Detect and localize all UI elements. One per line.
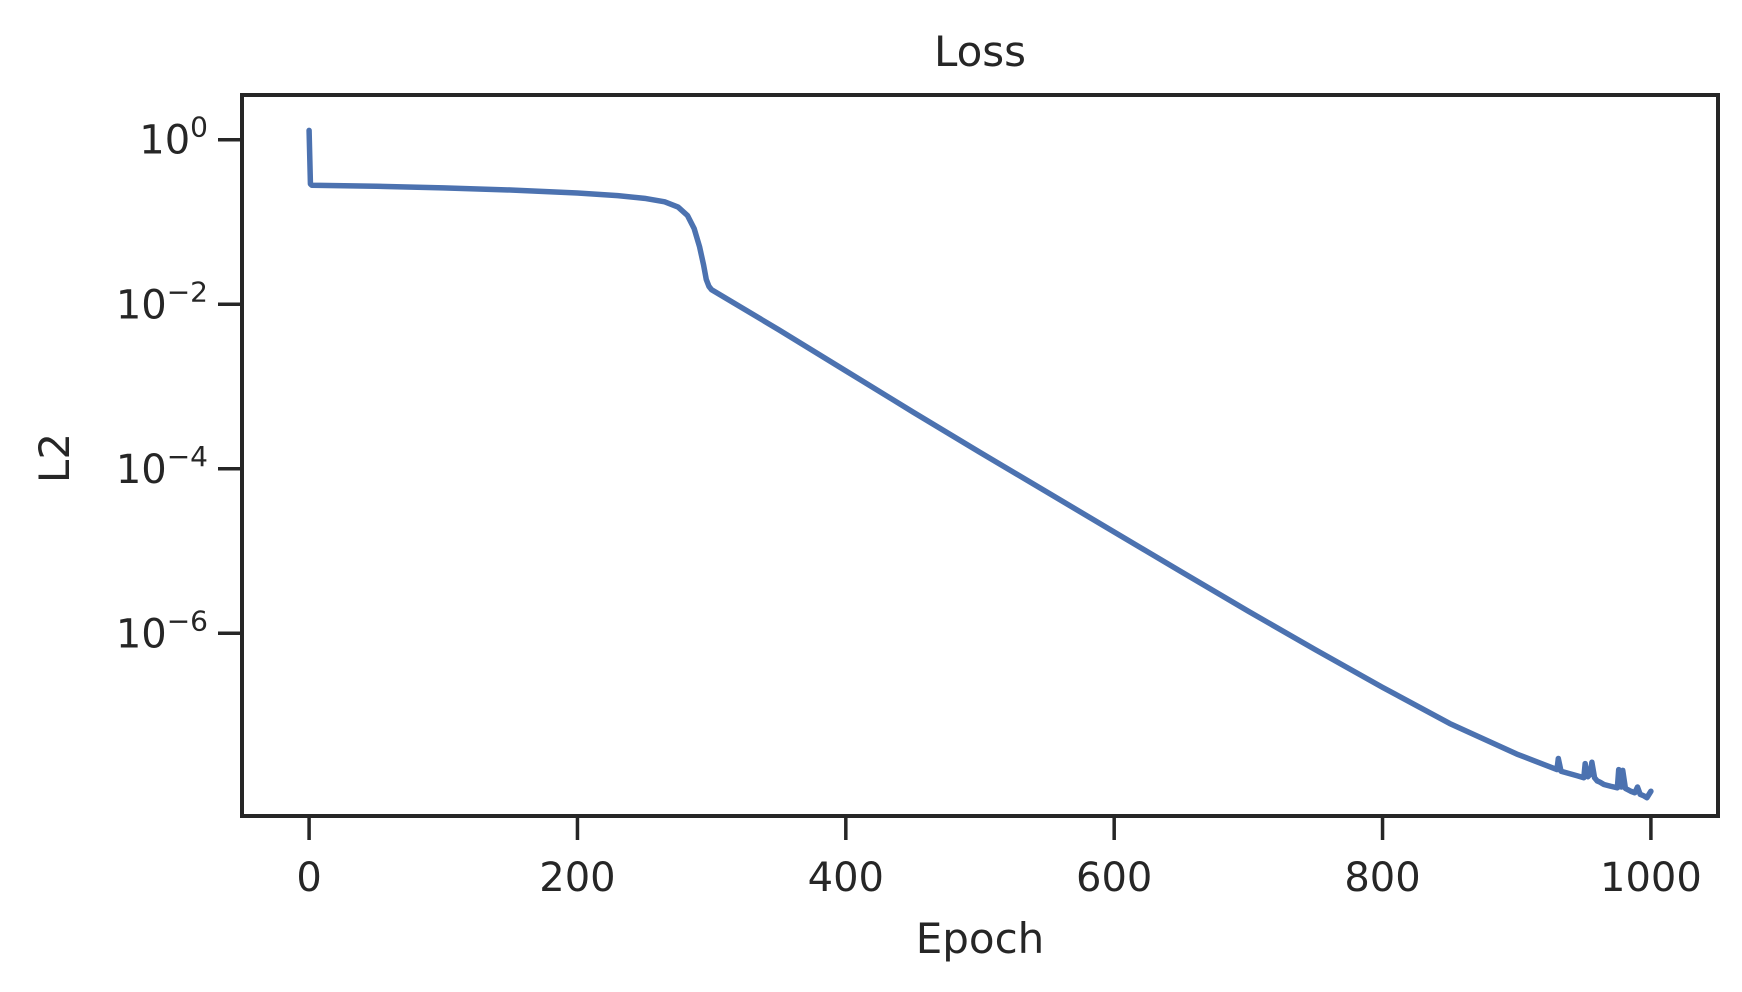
y-tick-label-exponent: −4 — [167, 440, 208, 473]
loss-series-line — [306, 127, 1654, 801]
y-tick-label-exponent: 0 — [190, 111, 208, 144]
x-tick-label: 0 — [296, 855, 321, 901]
x-tick-label: 600 — [1076, 855, 1152, 901]
y-tick-label-base: 10 — [139, 118, 190, 164]
y-tick-label-base: 10 — [116, 611, 167, 657]
x-axis-label: Epoch — [916, 914, 1045, 963]
y-tick-label: 10−2 — [116, 275, 208, 328]
x-tick-label: 800 — [1344, 855, 1420, 901]
y-tick-label-base: 10 — [116, 282, 167, 328]
plot-frame — [240, 93, 1720, 818]
x-tick-label: 1000 — [1600, 855, 1702, 901]
y-tick-label: 100 — [139, 111, 208, 164]
x-tick-label: 200 — [539, 855, 615, 901]
y-tick-label-base: 10 — [116, 447, 167, 493]
x-ticks: 0 200 400 600 800 1000 — [296, 816, 1702, 901]
y-axis-label: L2 — [30, 433, 79, 483]
chart-title: Loss — [934, 27, 1026, 76]
y-tick-label-exponent: −6 — [167, 604, 208, 637]
y-tick-label: 10−4 — [116, 440, 208, 493]
y-tick-label: 10−6 — [116, 604, 208, 657]
x-tick-label: 400 — [808, 855, 884, 901]
y-tick-label-exponent: −2 — [167, 275, 208, 308]
